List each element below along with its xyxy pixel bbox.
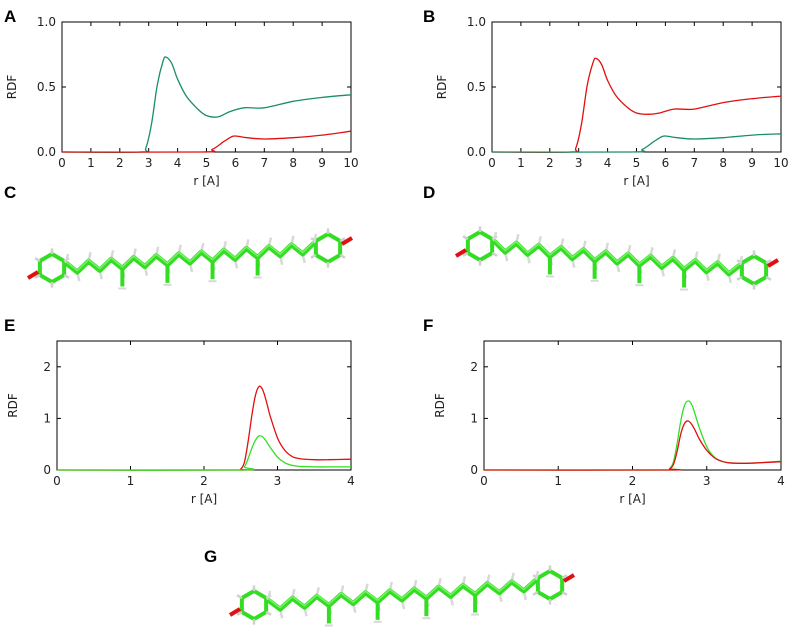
x-tick-label: 7 [260,156,268,170]
x-tick-label: 7 [690,156,698,170]
y-tick-label: 1.0 [37,15,56,29]
series-line-green [56,435,351,471]
y-tick-label: 0.5 [37,80,56,94]
x-tick-label: 1 [127,474,135,488]
x-axis-label: r [A] [623,174,649,188]
x-tick-label: 2 [200,474,208,488]
y-tick-label: 1.0 [467,15,486,29]
chart-panel-f: F 0 1 2 3 4 0 1 2 r [A] RDF [423,316,785,506]
x-tick-label: 2 [116,156,124,170]
panel-letter: C [4,183,16,202]
x-tick-label: 10 [773,156,788,170]
panel-letter: B [423,7,435,26]
x-tick-label: 2 [546,156,554,170]
x-tick-label: 5 [203,156,211,170]
y-tick-label: 0 [470,463,478,477]
y-axis-label: RDF [433,393,447,418]
x-tick-label: 1 [517,156,525,170]
y-tick-label: 2 [43,360,51,374]
x-tick-label: 3 [274,474,282,488]
x-tick-label: 10 [343,156,358,170]
x-tick-label: 0 [488,156,496,170]
plot-frame [491,21,782,153]
y-axis-label: RDF [6,393,20,418]
panel-letter: A [4,7,16,26]
series-line-red [61,130,352,153]
x-tick-label: 3 [703,474,711,488]
plot-frame [56,340,352,471]
series-line-red [483,420,782,471]
y-axis-label: RDF [435,75,449,100]
series-line-green [483,400,782,471]
y-tick-label: 1 [470,411,478,425]
x-tick-label: 4 [174,156,182,170]
plot-frame [61,21,352,153]
x-tick-label: 0 [58,156,66,170]
x-tick-label: 0 [480,474,488,488]
y-axis-label: RDF [5,75,19,100]
panel-letter: F [423,316,433,335]
chart-panel-b: B 0 1 2 3 4 5 6 7 8 9 10 0.0 0.5 1.0 r [A] RDF [423,7,789,188]
series-line-teal [491,133,782,153]
panel-letter: D [423,183,435,202]
x-tick-label: 0 [53,474,61,488]
y-tick-label: 0.0 [37,145,56,159]
y-tick-label: 0.5 [467,80,486,94]
x-tick-label: 9 [748,156,756,170]
panel-letter: G [204,547,217,566]
x-tick-label: 4 [604,156,612,170]
x-tick-label: 6 [232,156,240,170]
y-tick-label: 2 [470,360,478,374]
molecule-structure-icon [454,226,780,291]
x-tick-label: 2 [629,474,637,488]
x-tick-label: 5 [633,156,641,170]
x-tick-label: 9 [318,156,326,170]
x-tick-label: 4 [777,474,785,488]
molecule-panel-c: C [4,183,354,290]
x-tick-label: 1 [554,474,562,488]
molecule-structure-icon [228,565,576,627]
series-line-red [56,385,352,471]
x-axis-label: r [A] [191,492,217,506]
chart-panel-a: A 0 1 2 3 4 5 6 7 8 9 10 0.0 0.5 1.0 r [A] RDF [4,7,359,188]
x-tick-label: 1 [87,156,95,170]
x-tick-label: 3 [575,156,583,170]
molecule-panel-d: D [423,183,780,291]
y-tick-label: 0.0 [467,145,486,159]
x-tick-label: 8 [289,156,297,170]
x-tick-label: 3 [145,156,153,170]
molecule-structure-icon [26,228,354,290]
x-tick-label: 4 [347,474,355,488]
x-tick-label: 8 [719,156,727,170]
x-axis-label: r [A] [619,492,645,506]
series-line-red [491,57,782,153]
x-axis-label: r [A] [193,174,219,188]
series-line-teal [61,56,352,153]
y-tick-label: 0 [43,463,51,477]
panel-letter: E [4,316,15,335]
molecule-panel-g: G [204,547,576,627]
chart-panel-e: E 0 1 2 3 4 0 1 2 r [A] RDF [4,316,355,506]
x-tick-label: 6 [662,156,670,170]
plot-frame [483,340,782,471]
y-tick-label: 1 [43,411,51,425]
